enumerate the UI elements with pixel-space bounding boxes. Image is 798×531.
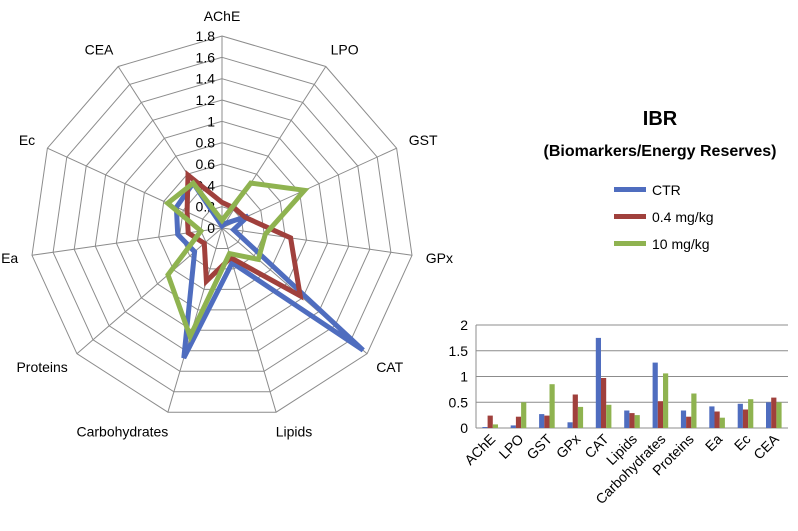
radar-category-label: GPx: [426, 250, 453, 266]
legend-label-04: 0.4 mg/kg: [652, 208, 714, 225]
legend-item-ctr: CTR: [614, 176, 713, 203]
radar-tick-label: 0.8: [196, 135, 216, 151]
radar-category-label: LPO: [331, 42, 359, 58]
bar-mark: [510, 425, 516, 428]
bar-mark: [652, 362, 658, 428]
radar-grid-ring: [115, 120, 329, 331]
legend-swatch-ctr: [614, 187, 646, 192]
legend-swatch-10: [614, 241, 646, 246]
bar-mark: [515, 416, 522, 428]
radar-category-label: Lipids: [276, 423, 313, 439]
bar-mark: [748, 399, 754, 428]
bar-tick-label: 2: [460, 317, 468, 333]
bar-category-label: LPO: [495, 431, 526, 462]
bar-mark: [680, 410, 687, 428]
radar-spoke: [221, 147, 397, 229]
bar-mark: [691, 393, 697, 428]
radar-tick-label: 1.8: [196, 28, 216, 44]
bar-mark: [634, 415, 640, 428]
radar-category-label: CAT: [376, 359, 403, 375]
radar-grid-ring: [94, 99, 350, 352]
bar-mark: [572, 394, 578, 428]
radar-category-label: Ec: [19, 132, 35, 148]
bar-category-label: GPx: [553, 431, 584, 462]
bar-tick-label: 1.5: [449, 343, 469, 359]
bar-mark: [539, 414, 545, 428]
bar-mark: [492, 424, 498, 428]
radar-grid-ring: [158, 163, 286, 290]
radar-tick-label: 0.6: [196, 156, 216, 172]
bar-mark: [577, 406, 584, 428]
radar-grid-ring: [31, 35, 413, 413]
radar-tick-label: 1.4: [196, 71, 216, 87]
bar-category-label: GST: [523, 430, 555, 462]
radar-spoke: [167, 227, 223, 413]
radar-spoke: [47, 147, 223, 229]
bar-tick-label: 0.5: [449, 394, 469, 410]
bar-mark: [771, 397, 777, 428]
legend-label-10: 10 mg/kg: [652, 235, 710, 252]
radar-tick-label: 0: [207, 220, 215, 236]
bar-mark: [766, 402, 772, 429]
bar-mark: [624, 410, 630, 428]
chart-subtitle: (Biomarkers/Energy Reserves): [543, 143, 777, 160]
bar-mark: [737, 403, 743, 428]
bar-mark: [482, 427, 488, 428]
bar-mark: [487, 415, 493, 428]
bar-mark: [663, 373, 669, 428]
bar-mark: [709, 406, 715, 428]
legend: CTR 0.4 mg/kg 10 mg/kg: [614, 176, 713, 257]
legend-swatch-04: [614, 214, 646, 219]
radar-tick-label: 1.6: [196, 49, 216, 65]
radar-series-line: [163, 179, 310, 344]
radar-series-line: [184, 169, 304, 301]
bar-mark: [719, 417, 725, 428]
bar-mark: [549, 384, 555, 428]
radar-category-label: CEA: [85, 42, 114, 58]
bar-mark: [629, 413, 635, 428]
radar-category-label: Carbohydrates: [76, 423, 168, 439]
legend-item-10: 10 mg/kg: [614, 230, 713, 257]
radar-spoke: [76, 227, 223, 355]
radar-category-label: GST: [409, 132, 438, 148]
bar-tick-label: 0: [460, 420, 468, 436]
radar-tick-label: 1: [207, 113, 215, 129]
radar-grid-ring: [73, 78, 371, 372]
legend-item-04: 0.4 mg/kg: [614, 203, 713, 230]
bar-category-label: Ea: [702, 431, 726, 455]
bar-mark: [521, 402, 527, 429]
bar-mark: [567, 422, 573, 428]
legend-label-ctr: CTR: [652, 181, 681, 198]
radar-category-label: AChE: [204, 8, 241, 24]
bar-mark: [544, 415, 550, 428]
bar-mark: [742, 409, 749, 428]
radar-grid-ring: [52, 56, 392, 393]
bar-mark: [595, 337, 601, 428]
radar-tick-label: 1.2: [196, 92, 216, 108]
bar-category-label: CEA: [750, 430, 782, 462]
radar-category-label: Ea: [1, 250, 18, 266]
bar-mark: [686, 416, 692, 428]
bar-mark: [714, 411, 720, 428]
bar-mark: [601, 378, 607, 428]
radar-category-label: Proteins: [16, 359, 67, 375]
bar-tick-label: 1: [460, 369, 468, 385]
radar-spoke: [221, 227, 413, 256]
chart-title: IBR: [642, 108, 678, 130]
bar-mark: [606, 404, 612, 428]
bar-category-label: AChE: [461, 431, 498, 468]
bar-mark: [776, 402, 782, 429]
bar-mark: [657, 401, 663, 428]
